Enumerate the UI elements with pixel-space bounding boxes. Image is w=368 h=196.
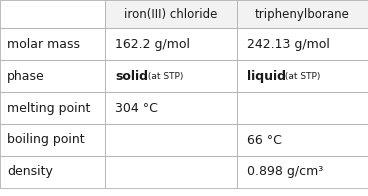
Text: 304 °C: 304 °C: [115, 102, 158, 114]
Text: 66 °C: 66 °C: [247, 133, 282, 146]
Text: molar mass: molar mass: [7, 37, 80, 51]
Bar: [0, 28, 105, 60]
Bar: [0, 0, 105, 28]
Text: phase: phase: [7, 70, 45, 83]
Text: density: density: [7, 165, 53, 179]
Bar: [237, 156, 368, 188]
Text: solid: solid: [115, 70, 148, 83]
Bar: [237, 92, 368, 124]
Text: melting point: melting point: [7, 102, 91, 114]
Bar: [105, 156, 237, 188]
Bar: [105, 60, 237, 92]
Bar: [0, 156, 105, 188]
Bar: [105, 124, 237, 156]
Text: (at STP): (at STP): [145, 72, 183, 81]
Text: iron(III) chloride: iron(III) chloride: [124, 7, 218, 21]
Text: boiling point: boiling point: [7, 133, 85, 146]
Bar: [105, 0, 237, 28]
Bar: [237, 28, 368, 60]
Bar: [0, 60, 105, 92]
Bar: [0, 92, 105, 124]
Text: 0.898 g/cm³: 0.898 g/cm³: [247, 165, 323, 179]
Bar: [0, 124, 105, 156]
Bar: [237, 124, 368, 156]
Bar: [237, 0, 368, 28]
Bar: [105, 92, 237, 124]
Text: 162.2 g/mol: 162.2 g/mol: [115, 37, 190, 51]
Text: 242.13 g/mol: 242.13 g/mol: [247, 37, 330, 51]
Bar: [237, 60, 368, 92]
Text: triphenylborane: triphenylborane: [255, 7, 350, 21]
Text: liquid: liquid: [247, 70, 286, 83]
Text: (at STP): (at STP): [282, 72, 321, 81]
Bar: [105, 28, 237, 60]
